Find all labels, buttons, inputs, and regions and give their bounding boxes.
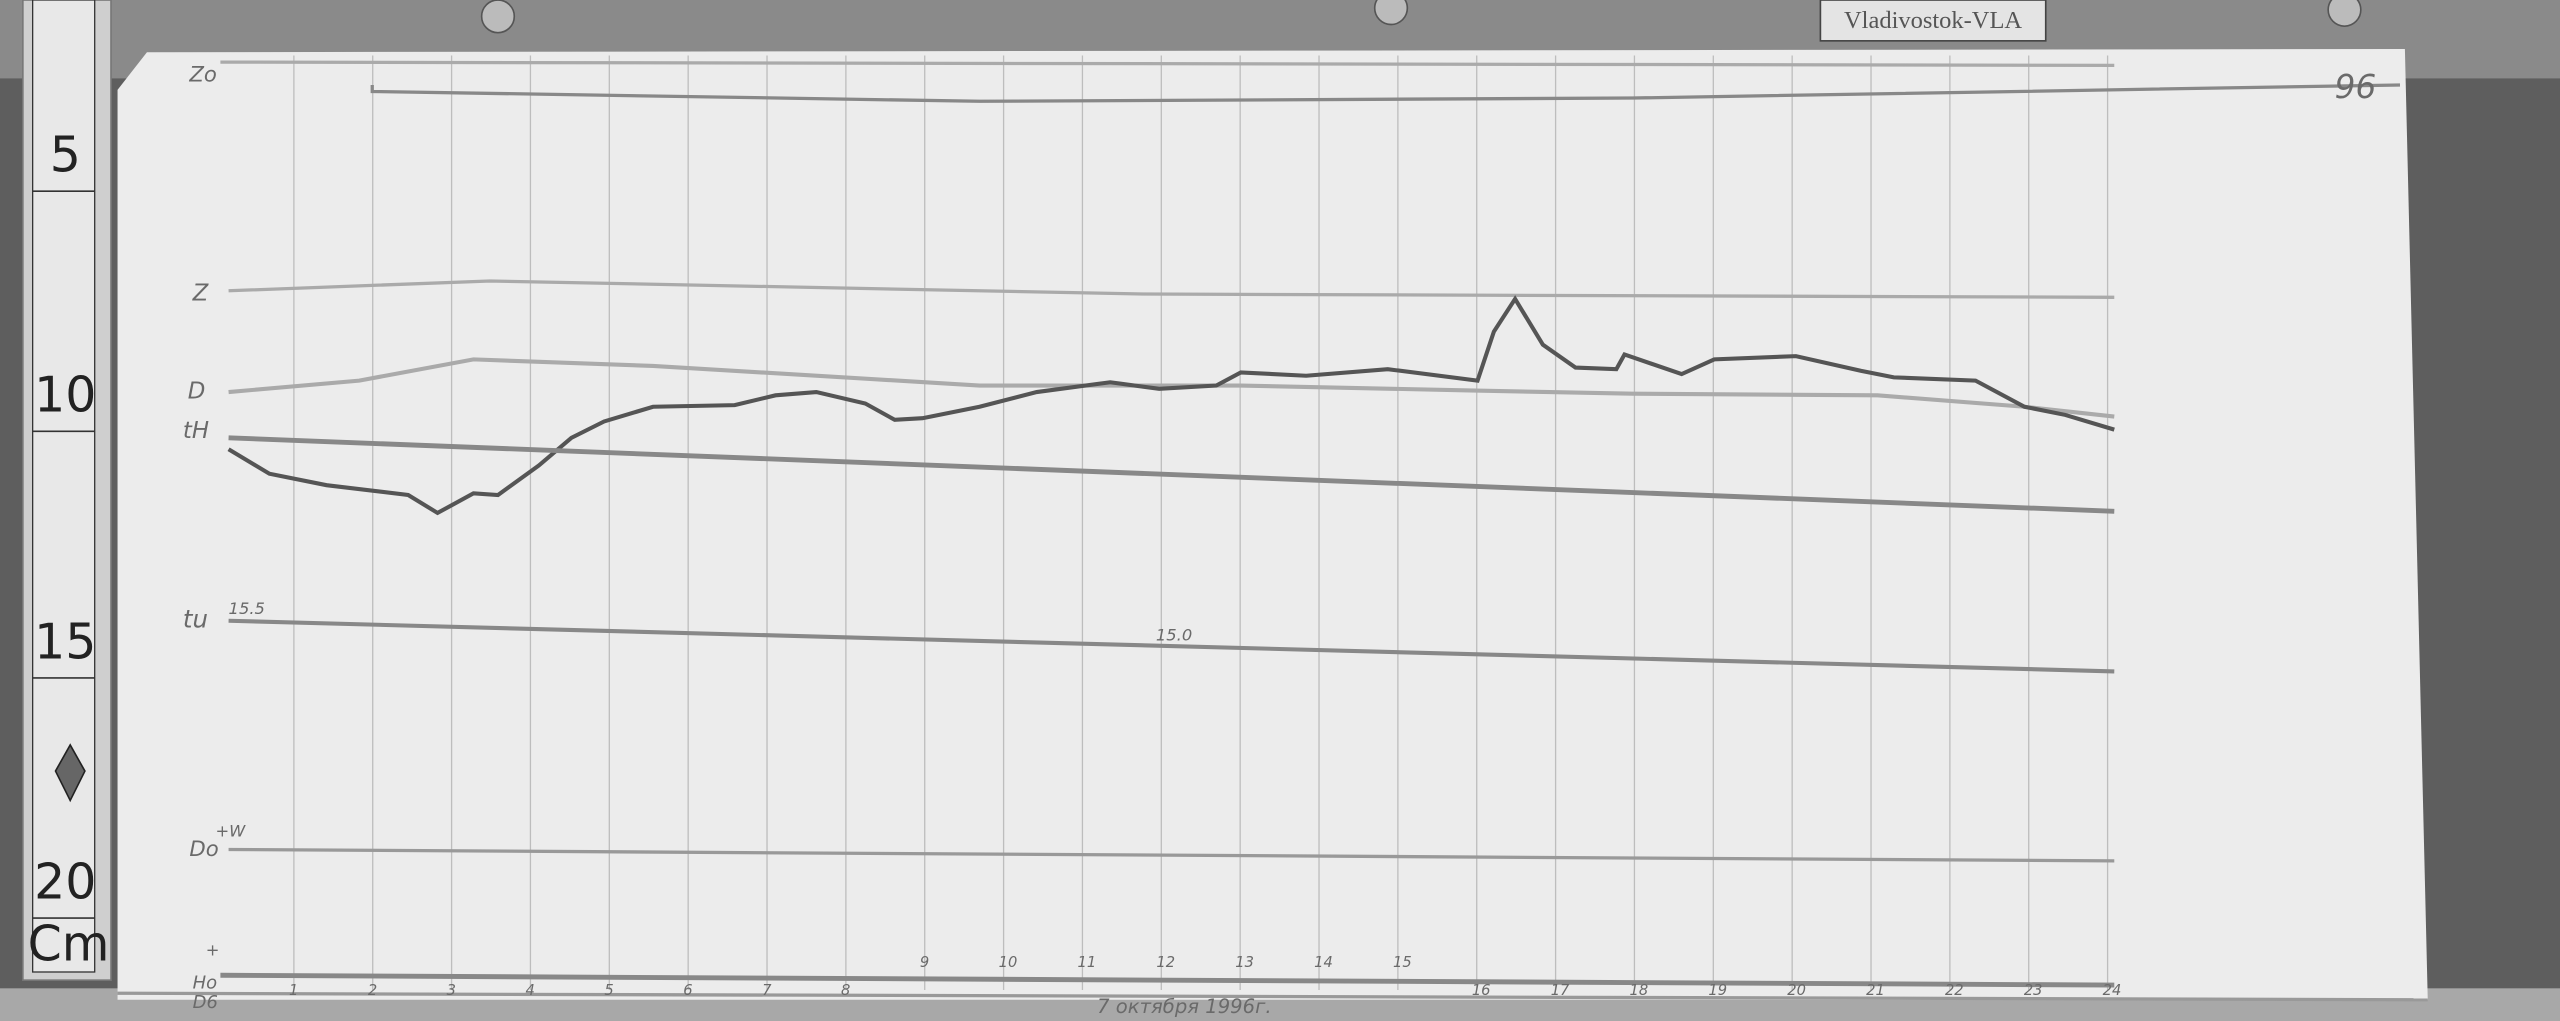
ho-baseline — [220, 972, 2115, 988]
hour-label: 7 — [762, 982, 772, 999]
hour-label: 5 — [604, 982, 613, 999]
hour-label: 17 — [1551, 982, 1570, 999]
bottom-baseline — [117, 991, 2428, 1002]
hour-label: 23 — [2024, 982, 2043, 999]
label-do-dir: +W — [216, 821, 247, 840]
screw-icon — [480, 0, 516, 34]
station-label: Vladivostok-VLA — [1844, 7, 2022, 34]
hour-label: 12 — [1156, 954, 1175, 971]
label-ho: Ho — [193, 972, 217, 993]
hour-label: 13 — [1235, 954, 1254, 971]
hour-label: 21 — [1866, 982, 1885, 999]
station-label-box — [1819, 0, 2047, 42]
label-d: D — [188, 379, 206, 405]
label-z: Z — [192, 281, 210, 307]
label-tu-mid: 15.0 — [1156, 625, 1192, 644]
hour-label: 6 — [683, 982, 692, 999]
label-zo: Zo — [188, 63, 217, 88]
label-ho-sub: D6 — [193, 992, 218, 1013]
hour-label: 18 — [1630, 982, 1649, 999]
label-th: tH — [183, 418, 209, 444]
hour-label: 22 — [1945, 982, 1964, 999]
ruler-unit: Cm — [28, 916, 110, 973]
ruler-mark: 20 — [34, 853, 96, 910]
hour-label: 3 — [447, 982, 456, 999]
label-tu-start: 15.5 — [229, 599, 265, 618]
date-note: 7 октября 1996г. — [1097, 995, 1271, 1018]
hour-label: 20 — [1787, 982, 1806, 999]
ruler-mark: 10 — [34, 367, 96, 424]
hour-label: 11 — [1078, 954, 1097, 971]
do-baseline — [228, 847, 2115, 863]
hour-label: 14 — [1314, 954, 1333, 971]
hour-label: 15 — [1393, 954, 1412, 971]
label-tu: tu — [183, 604, 208, 633]
screw-icon — [1373, 0, 1409, 26]
h-trace — [227, 295, 2115, 516]
z-baseline — [228, 279, 2115, 299]
hour-label: 9 — [920, 954, 929, 971]
screw-icon — [2327, 0, 2362, 27]
hour-label: 4 — [526, 982, 535, 999]
zo-baseline — [220, 60, 2115, 67]
diamond-marker-icon — [54, 743, 86, 803]
ruler-face — [32, 0, 96, 973]
hour-label: 24 — [2103, 982, 2122, 999]
label-ho-dir: + — [206, 941, 220, 960]
hour-label: 2 — [368, 982, 377, 999]
hour-label: 19 — [1708, 982, 1727, 999]
label-do: Do — [189, 837, 218, 862]
sheet-number: 96 — [2335, 68, 2377, 106]
tu-baseline — [228, 618, 2115, 674]
ruler-mark: 5 — [50, 127, 81, 184]
top-baseline — [370, 83, 2401, 103]
hour-label: 10 — [999, 954, 1018, 971]
th-baseline — [228, 435, 2115, 514]
hour-label: 1 — [289, 982, 298, 999]
hour-label: 8 — [841, 982, 850, 999]
ruler-mark: 15 — [34, 613, 96, 670]
hour-label: 16 — [1472, 982, 1491, 999]
